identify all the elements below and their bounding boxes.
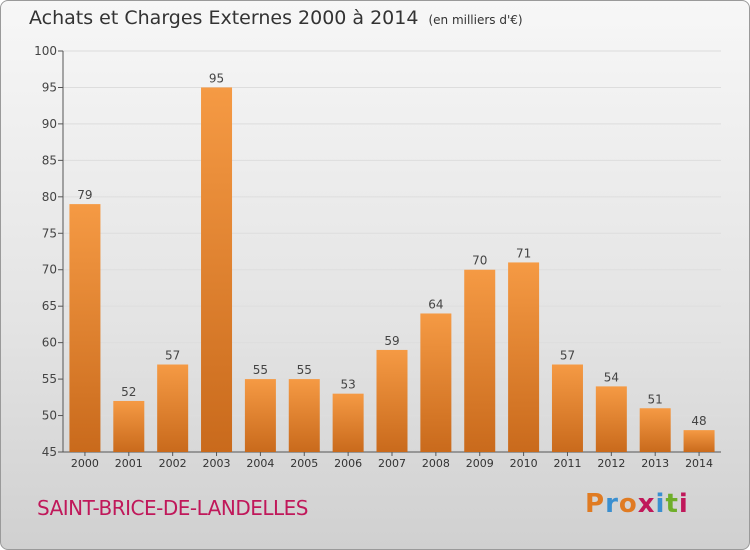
logo-letter: i [678, 489, 689, 519]
value-label: 55 [297, 363, 312, 377]
x-tick-label: 2005 [290, 457, 318, 470]
x-tick-label: 2000 [71, 457, 99, 470]
y-tick-label: 70 [42, 263, 57, 277]
logo-letter: r [605, 489, 619, 519]
y-tick-label: 100 [34, 44, 57, 58]
bar [683, 430, 715, 452]
x-tick-label: 2013 [641, 457, 669, 470]
y-tick-label: 45 [42, 445, 57, 459]
y-tick-label: 85 [42, 153, 57, 167]
value-label: 71 [516, 246, 531, 260]
value-label: 70 [472, 254, 487, 268]
value-label: 57 [165, 349, 180, 363]
x-tick-label: 2003 [203, 457, 231, 470]
x-tick-label: 2006 [334, 457, 362, 470]
y-tick-label: 80 [42, 190, 57, 204]
bar [244, 379, 276, 452]
bar [69, 204, 101, 452]
x-tick-label: 2004 [246, 457, 274, 470]
y-tick-label: 50 [42, 409, 57, 423]
x-tick-label: 2001 [115, 457, 143, 470]
value-label: 79 [77, 188, 92, 202]
bar [508, 262, 540, 452]
x-tick-label: 2012 [597, 457, 625, 470]
bar [376, 349, 408, 452]
x-tick-label: 2008 [422, 457, 450, 470]
value-label: 52 [121, 385, 136, 399]
x-tick-label: 2011 [553, 457, 581, 470]
bar [595, 386, 627, 452]
bar [113, 400, 145, 452]
proxiti-logo: Proxiti [585, 489, 689, 519]
y-tick-label: 55 [42, 372, 57, 386]
value-label: 51 [648, 392, 663, 406]
bar [639, 408, 671, 452]
x-tick-label: 2002 [159, 457, 187, 470]
logo-letter: i [655, 489, 666, 519]
x-tick-label: 2007 [378, 457, 406, 470]
value-label: 48 [691, 414, 706, 428]
x-tick-label: 2010 [510, 457, 538, 470]
bar [157, 364, 189, 452]
x-tick-label: 2014 [685, 457, 713, 470]
logo-letter: o [618, 489, 638, 519]
value-label: 95 [209, 71, 224, 85]
y-tick-label: 75 [42, 226, 57, 240]
y-tick-label: 90 [42, 117, 57, 131]
bar [551, 364, 583, 452]
y-tick-label: 60 [42, 336, 57, 350]
value-label: 55 [253, 363, 268, 377]
bar [420, 313, 452, 452]
bar [288, 379, 320, 452]
city-name: SAINT-BRICE-DE-LANDELLES [37, 496, 308, 520]
chart-title: Achats et Charges Externes 2000 à 2014 (e… [29, 7, 523, 29]
value-label: 59 [384, 334, 399, 348]
y-tick-label: 65 [42, 299, 57, 313]
value-label: 57 [560, 349, 575, 363]
y-tick-label: 95 [42, 80, 57, 94]
logo-letter: t [665, 489, 679, 519]
logo-letter: P [585, 489, 606, 519]
subtitle-text: (en milliers d'€) [428, 13, 523, 27]
logo-letter: x [637, 489, 656, 519]
x-tick-label: 2009 [466, 457, 494, 470]
value-label: 64 [428, 297, 443, 311]
bar [201, 87, 233, 453]
title-text: Achats et Charges Externes 2000 à 2014 [29, 7, 419, 29]
value-label: 53 [340, 378, 355, 392]
bar [332, 393, 364, 452]
value-label: 54 [604, 370, 619, 384]
bar [464, 269, 496, 452]
bar-chart: 45 50 55 60 65 70 75 80 85 90 95 100 79 2000 52 2001 57 2… [34, 44, 721, 470]
